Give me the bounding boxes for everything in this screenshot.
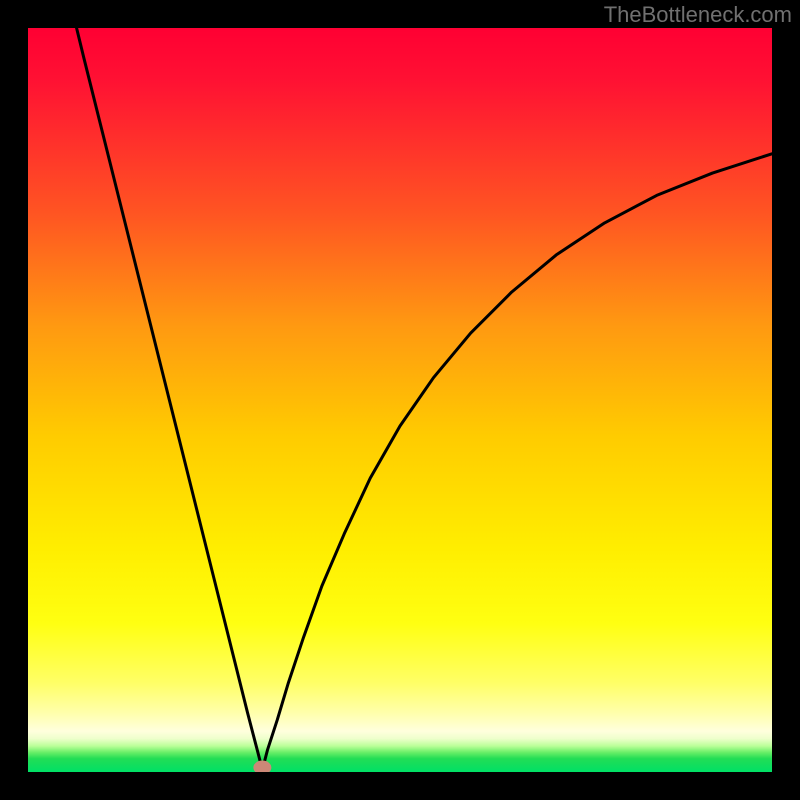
- optimum-marker: [253, 761, 271, 775]
- watermark-text: TheBottleneck.com: [604, 2, 792, 28]
- bottleneck-chart: [0, 0, 800, 800]
- plot-background-gradient: [28, 28, 772, 772]
